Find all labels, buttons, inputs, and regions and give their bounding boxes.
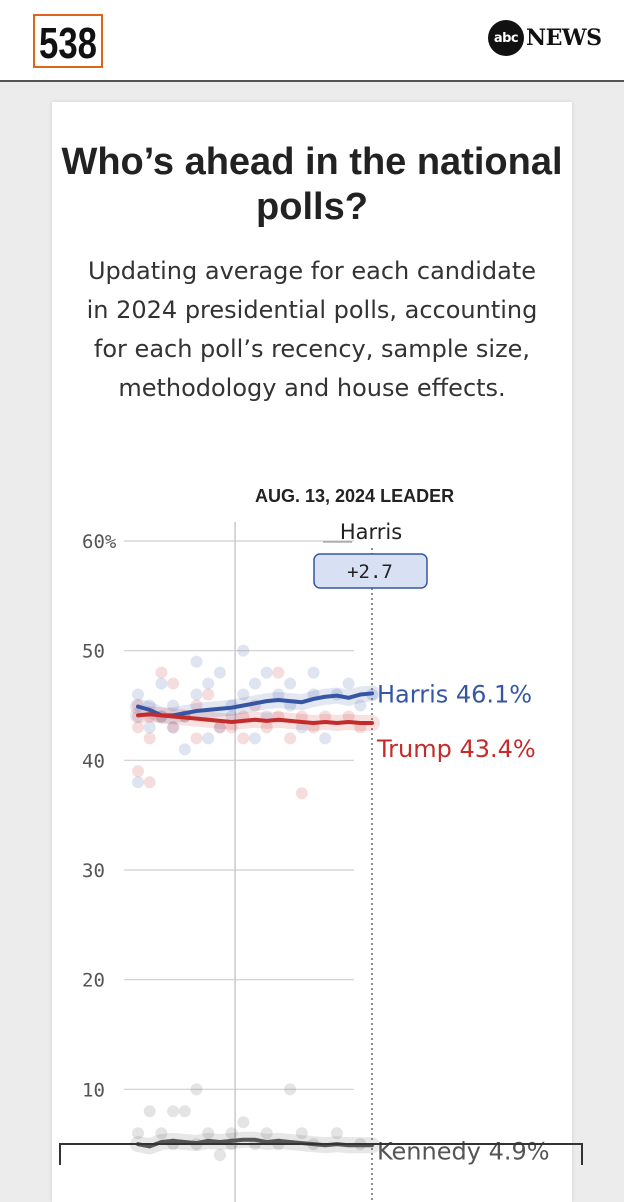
poll-dot-harris-3 (143, 721, 156, 734)
poll-dot-trump-9 (190, 732, 203, 745)
poll-dot-harris-24 (272, 688, 285, 701)
poll-dot-trump-13 (225, 721, 238, 734)
leader-margin: +2.7 (347, 561, 393, 583)
poll-dot-harris-12 (202, 732, 215, 745)
poll-dot-harris-10 (190, 655, 203, 668)
leader-name: Harris (340, 520, 402, 544)
y-tick-label-60: 60% (82, 531, 117, 553)
bottom-panel-edge (59, 1143, 583, 1165)
poll-dot-kennedy-2 (155, 1127, 168, 1140)
line-trump (136, 712, 374, 726)
poll-dot-trump-4 (155, 666, 168, 679)
poll-dot-kennedy-12 (237, 1116, 250, 1129)
leader-heading: AUG. 13, 2024 LEADER (255, 486, 455, 506)
poll-dot-harris-6 (167, 721, 180, 734)
y-tick-label-10: 10 (82, 1079, 105, 1101)
poll-dot-harris-15 (213, 721, 226, 734)
poll-dot-harris-23 (260, 666, 273, 679)
poll-dot-kennedy-7 (190, 1083, 203, 1096)
poll-dot-harris-0 (132, 688, 144, 701)
poll-dot-harris-33 (354, 699, 367, 712)
poll-dot-harris-19 (237, 688, 250, 701)
y-tick-label-30: 30 (82, 860, 105, 882)
logo-538-text: 538 (39, 19, 97, 64)
y-tick-label-40: 40 (82, 750, 105, 772)
poll-dot-harris-4 (155, 677, 168, 690)
polls-card: Who’s ahead in the national polls? Updat… (52, 102, 572, 1202)
poll-dot-harris-21 (249, 732, 261, 745)
poll-dot-harris-14 (213, 666, 226, 679)
uncertainty-bands-layer (130, 685, 380, 1155)
poll-dot-harris-20 (249, 677, 261, 690)
y-tick-label-20: 20 (82, 970, 105, 992)
trend-lines-layer (136, 691, 374, 1149)
poll-dot-trump-10 (190, 699, 203, 712)
poll-dot-kennedy-19 (330, 1127, 343, 1140)
538-logo[interactable]: 538 (33, 14, 103, 68)
poll-dot-harris-30 (319, 732, 332, 745)
poll-dot-trump-20 (284, 732, 297, 745)
y-tick-label-50: 50 (82, 641, 105, 663)
poll-dot-kennedy-0 (132, 1127, 144, 1140)
poll-dot-harris-32 (342, 677, 355, 690)
page-subtitle: Updating average for each candidate in 2… (86, 257, 538, 402)
abc-news-logo[interactable]: abc NEWS (488, 20, 602, 56)
poll-dot-harris-11 (190, 688, 203, 701)
abc-mark: abc (488, 20, 524, 56)
line-harris (136, 691, 374, 718)
page-title: Who’s ahead in the national polls? (61, 141, 563, 228)
end-label-harris: Harris 46.1% (377, 680, 532, 708)
poll-dot-trump-25 (342, 710, 355, 723)
poll-dot-trump-7 (167, 721, 180, 734)
poll-dot-kennedy-16 (284, 1083, 297, 1096)
poll-dot-trump-23 (319, 710, 332, 723)
poll-dot-harris-35 (132, 776, 144, 789)
poll-dot-trump-27 (132, 765, 144, 778)
poll-dot-harris-28 (307, 666, 320, 679)
poll-dot-trump-2 (143, 732, 156, 745)
poll-dot-kennedy-1 (143, 1105, 156, 1118)
site-header: 538 abc NEWS (0, 0, 624, 82)
poll-dot-trump-12 (213, 721, 226, 734)
poll-dot-harris-13 (202, 677, 215, 690)
grid-layer: 60% 50 40 30 20 10 (82, 522, 373, 1202)
poll-dot-trump-14 (237, 732, 250, 745)
poll-dot-trump-28 (143, 776, 156, 789)
poll-dot-harris-18 (237, 644, 250, 657)
poll-dot-trump-6 (167, 677, 180, 690)
poll-dot-harris-25 (284, 677, 297, 690)
abc-news-wordmark: NEWS (526, 25, 602, 51)
poll-dot-harris-7 (167, 699, 180, 712)
end-label-trump: Trump 43.4% (376, 735, 536, 763)
poll-dot-kennedy-3 (167, 1105, 180, 1118)
labels-layer: Harris 46.1%Trump 43.4%Kennedy 4.9%Harri… (313, 520, 550, 1165)
poll-dot-kennedy-10 (225, 1127, 238, 1140)
poll-dot-trump-11 (202, 688, 215, 701)
poll-dot-kennedy-17 (295, 1127, 308, 1140)
poll-dot-trump-24 (295, 787, 308, 800)
poll-dot-trump-0 (132, 721, 144, 734)
poll-dot-harris-27 (295, 721, 308, 734)
poll-dot-trump-21 (295, 710, 308, 723)
leader-margin-box (313, 553, 428, 589)
poll-dot-kennedy-5 (178, 1105, 191, 1118)
poll-dot-harris-17 (225, 710, 238, 723)
poll-dot-trump-19 (272, 666, 285, 679)
poll-dot-kennedy-8 (202, 1127, 215, 1140)
poll-dot-harris-9 (178, 743, 191, 756)
poll-dot-kennedy-14 (260, 1127, 273, 1140)
poll-dot-trump-17 (260, 721, 273, 734)
